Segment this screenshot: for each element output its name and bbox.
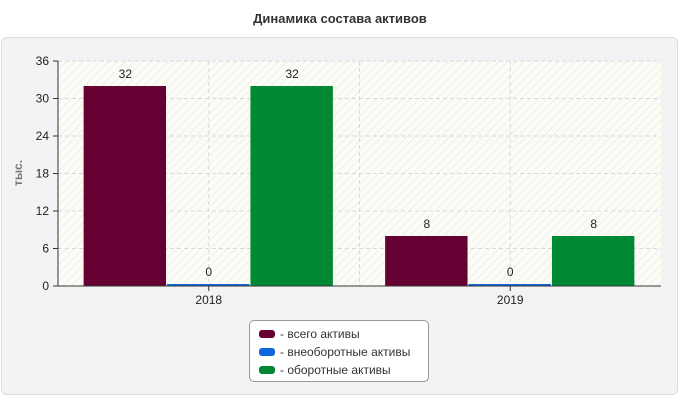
data-label: 32 <box>119 67 133 81</box>
y-tick-label: 36 <box>36 54 50 68</box>
bar <box>551 236 635 286</box>
y-tick-label: 24 <box>36 129 50 143</box>
chart-title: Динамика состава активов <box>253 11 427 26</box>
bars-group: 32 0 32 8 0 8 <box>83 67 635 286</box>
bar <box>83 86 167 286</box>
bar <box>385 236 468 286</box>
x-tick-label: 2019 <box>497 293 524 307</box>
data-label: 8 <box>423 217 430 231</box>
legend-item-noncurrent: - внеоборотные активы <box>259 343 428 361</box>
legend-label-noncurrent: - внеоборотные активы <box>280 345 411 359</box>
y-tick-label: 0 <box>42 279 49 293</box>
data-label: 0 <box>507 265 514 279</box>
y-axis-label: тыс. <box>11 160 25 186</box>
data-label: 0 <box>205 265 212 279</box>
legend-swatch-total <box>259 330 275 338</box>
data-label: 8 <box>590 217 597 231</box>
legend: - всего активы - внеоборотные активы - о… <box>249 320 429 382</box>
y-tick-label: 6 <box>42 242 49 256</box>
legend-swatch-current <box>259 366 275 374</box>
legend-item-current: - оборотные активы <box>259 361 428 379</box>
y-tick-label: 18 <box>36 167 50 181</box>
axes-group: 0 6 12 18 24 30 36 2018 2019 <box>36 54 661 307</box>
legend-item-total: - всего активы <box>259 325 428 343</box>
bar <box>468 284 551 286</box>
x-tick-label: 2018 <box>195 293 222 307</box>
bar <box>250 86 333 286</box>
y-tick-label: 12 <box>36 204 50 218</box>
legend-swatch-noncurrent <box>259 348 275 356</box>
legend-label-total: - всего активы <box>280 327 360 341</box>
y-tick-label: 30 <box>36 92 50 106</box>
data-label: 32 <box>285 67 299 81</box>
legend-label-current: - оборотные активы <box>280 363 391 377</box>
bar <box>167 284 250 286</box>
